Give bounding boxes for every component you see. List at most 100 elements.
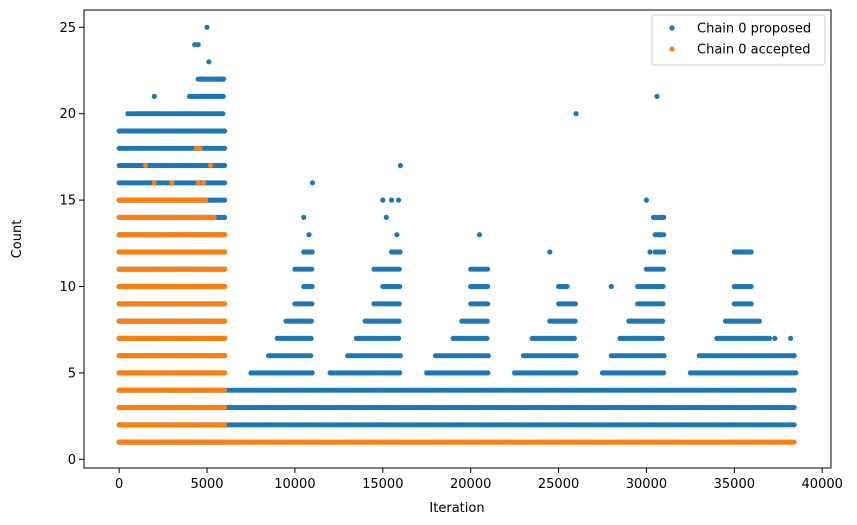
- legend-label-accepted: Chain 0 accepted: [697, 43, 811, 58]
- series-0-point: [206, 59, 212, 65]
- series-0-point: [192, 42, 198, 48]
- series-0-point: [485, 266, 491, 272]
- series-0-point: [220, 93, 226, 99]
- series-0-point: [791, 404, 797, 411]
- series-0-point: [396, 318, 402, 324]
- series-1-point: [142, 162, 149, 169]
- series-0-point: [572, 301, 579, 307]
- series-1-point: [169, 180, 175, 186]
- series-1-point: [222, 335, 228, 341]
- series-0-point: [380, 197, 386, 203]
- series-1-point: [222, 283, 228, 290]
- series-1-point: [222, 370, 228, 376]
- series-0-point: [660, 318, 666, 324]
- series-0-point: [772, 335, 778, 341]
- series-1-point: [151, 180, 157, 186]
- series-0-point: [309, 283, 315, 290]
- series-1-point: [222, 266, 228, 272]
- series-0-point: [573, 370, 579, 376]
- series-1-point: [211, 214, 217, 220]
- series-0-point: [306, 232, 312, 238]
- series-0-point: [383, 214, 389, 220]
- series-0-point: [748, 283, 754, 290]
- series-1-point: [208, 162, 214, 169]
- series-0-point: [222, 197, 228, 203]
- series-0-point: [309, 249, 315, 255]
- series-0-point: [151, 93, 157, 99]
- series-0-point: [485, 370, 491, 376]
- x-tick-label: 25000: [538, 477, 579, 492]
- series-0-point: [650, 214, 657, 220]
- series-0-point: [396, 301, 402, 307]
- series-0-point: [222, 145, 228, 151]
- x-tick-label: 20000: [450, 477, 491, 492]
- series-0-point: [309, 301, 315, 307]
- series-0-point: [485, 301, 491, 307]
- y-tick-label: 5: [68, 366, 76, 381]
- series-0-point: [661, 249, 667, 255]
- legend-marker-proposed: [669, 25, 675, 31]
- x-axis-ticks: 0 5000 10000 15000 20000 25000 30000 35000 40000: [115, 468, 843, 492]
- series-1-point: [222, 232, 228, 238]
- legend-box: [651, 14, 826, 66]
- series-0-point: [397, 370, 403, 376]
- series-0-point: [485, 353, 491, 359]
- series-0-point: [572, 318, 578, 324]
- y-axis-label: Count: [10, 220, 25, 259]
- y-tick-label: 10: [59, 280, 76, 295]
- series-0-point: [222, 162, 228, 169]
- series-0-point: [396, 197, 402, 203]
- y-tick-label: 0: [68, 453, 76, 468]
- series-0-point: [791, 422, 797, 428]
- plot-frame: [83, 9, 832, 469]
- y-tick-label: 20: [59, 107, 76, 122]
- series-1-point: [197, 145, 203, 151]
- series-0-point: [484, 318, 490, 324]
- data-points: [116, 24, 799, 445]
- series-0-point: [485, 283, 491, 290]
- series-0-point: [397, 162, 403, 169]
- series-0-point: [309, 266, 315, 272]
- legend-marker-accepted: [669, 46, 675, 52]
- series-1-point: [222, 249, 228, 255]
- series-0-point: [301, 214, 307, 220]
- x-axis-label: Iteration: [429, 501, 484, 516]
- series-0-point: [793, 370, 799, 376]
- series-0-point: [222, 214, 228, 220]
- series-1-point: [222, 387, 228, 393]
- series-0-point: [308, 353, 314, 359]
- series-0-point: [660, 283, 666, 290]
- series-1-point: [222, 301, 228, 307]
- series-0-point: [484, 335, 490, 341]
- series-1-point: [222, 422, 228, 428]
- series-0-point: [308, 335, 314, 341]
- series-0-point: [661, 370, 667, 376]
- series-0-point: [748, 301, 754, 307]
- series-1: [116, 145, 797, 445]
- series-1-point: [222, 353, 228, 359]
- series-0-point: [204, 24, 210, 30]
- series-0-point: [308, 318, 314, 324]
- series-1-point: [222, 318, 228, 324]
- series-0-point: [220, 111, 226, 117]
- series-0-point: [756, 318, 762, 324]
- series-0-point: [660, 266, 666, 272]
- legend-label-proposed: Chain 0 proposed: [697, 22, 811, 37]
- series-0-point: [218, 76, 224, 82]
- series-0-point: [397, 249, 403, 255]
- series-0-point: [222, 128, 228, 134]
- series-0-point: [791, 387, 797, 393]
- series-0-point: [643, 197, 650, 203]
- series-0-point: [657, 232, 664, 238]
- series-0-point: [573, 353, 579, 359]
- x-tick-label: 15000: [362, 477, 403, 492]
- series-0-point: [791, 353, 797, 359]
- series-0-point: [397, 353, 403, 359]
- x-tick-label: 10000: [274, 477, 315, 492]
- series-0-point: [397, 283, 403, 290]
- series-0-point: [748, 249, 754, 255]
- series-0-point: [647, 249, 653, 255]
- series-0-point: [659, 214, 665, 220]
- y-tick-label: 15: [59, 194, 76, 209]
- series-0-point: [389, 197, 395, 203]
